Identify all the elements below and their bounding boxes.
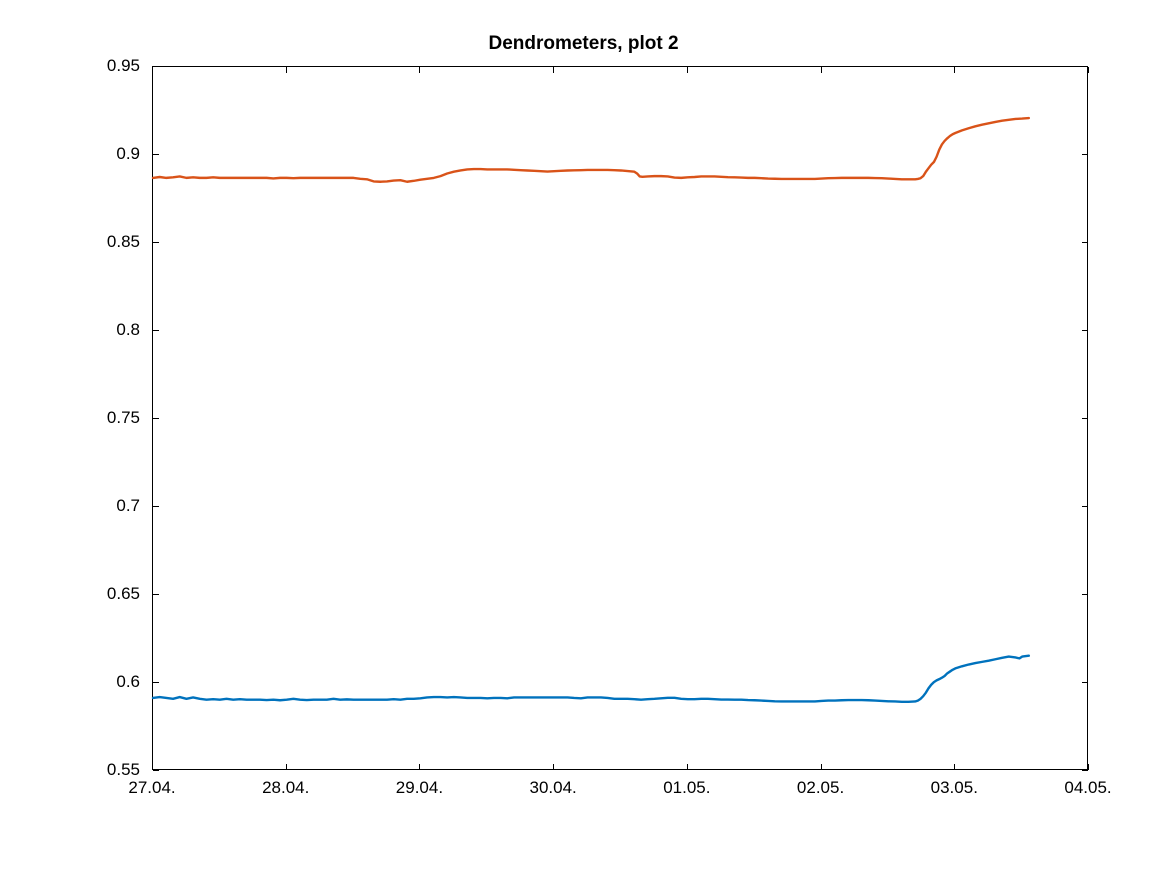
y-tick-label: 0.95 bbox=[0, 56, 140, 76]
y-tick bbox=[1082, 506, 1088, 507]
y-tick bbox=[153, 418, 159, 419]
x-tick-label: 04.05. bbox=[1064, 778, 1111, 798]
y-tick bbox=[153, 242, 159, 243]
plot-area bbox=[152, 66, 1088, 770]
y-tick-label: 0.75 bbox=[0, 408, 140, 428]
x-tick bbox=[954, 67, 955, 73]
y-tick bbox=[1082, 242, 1088, 243]
x-tick-label: 28.04. bbox=[262, 778, 309, 798]
y-tick-label: 0.8 bbox=[0, 320, 140, 340]
y-tick bbox=[153, 66, 159, 67]
x-tick bbox=[152, 764, 153, 770]
y-tick-label: 0.9 bbox=[0, 144, 140, 164]
y-tick bbox=[153, 594, 159, 595]
x-tick bbox=[687, 67, 688, 73]
y-tick-label: 0.85 bbox=[0, 232, 140, 252]
y-tick-label: 0.7 bbox=[0, 496, 140, 516]
x-tick bbox=[687, 764, 688, 770]
x-tick-label: 01.05. bbox=[663, 778, 710, 798]
y-tick-label: 0.65 bbox=[0, 584, 140, 604]
y-tick-label: 0.55 bbox=[0, 760, 140, 780]
y-tick bbox=[153, 154, 159, 155]
series-dendrometer-blue bbox=[153, 656, 1029, 702]
x-tick bbox=[152, 67, 153, 73]
x-tick bbox=[286, 67, 287, 73]
x-tick bbox=[821, 764, 822, 770]
x-tick bbox=[821, 67, 822, 73]
y-tick bbox=[153, 770, 159, 771]
x-tick bbox=[553, 764, 554, 770]
chart-title: Dendrometers, plot 2 bbox=[0, 33, 1167, 55]
x-tick bbox=[954, 764, 955, 770]
x-tick bbox=[419, 764, 420, 770]
y-tick bbox=[1082, 594, 1088, 595]
y-tick bbox=[153, 330, 159, 331]
y-tick bbox=[1082, 330, 1088, 331]
y-tick bbox=[1082, 770, 1088, 771]
x-tick bbox=[553, 67, 554, 73]
x-tick bbox=[419, 67, 420, 73]
y-tick bbox=[1082, 418, 1088, 419]
y-tick bbox=[153, 506, 159, 507]
y-tick bbox=[1082, 154, 1088, 155]
x-tick bbox=[1088, 764, 1089, 770]
y-tick-label: 0.6 bbox=[0, 672, 140, 692]
y-tick bbox=[1082, 682, 1088, 683]
chart-container: Dendrometers, plot 2 0.55 0.6 0.65 0.7 0.75 0… bbox=[0, 0, 1167, 875]
x-tick-label: 30.04. bbox=[530, 778, 577, 798]
y-tick bbox=[153, 682, 159, 683]
x-tick-label: 03.05. bbox=[931, 778, 978, 798]
x-tick-label: 27.04. bbox=[128, 778, 175, 798]
x-tick bbox=[286, 764, 287, 770]
x-tick-label: 29.04. bbox=[396, 778, 443, 798]
series-dendrometer-orange bbox=[153, 118, 1029, 182]
x-tick bbox=[1088, 67, 1089, 73]
x-tick-label: 02.05. bbox=[797, 778, 844, 798]
chart-series bbox=[153, 67, 1089, 771]
